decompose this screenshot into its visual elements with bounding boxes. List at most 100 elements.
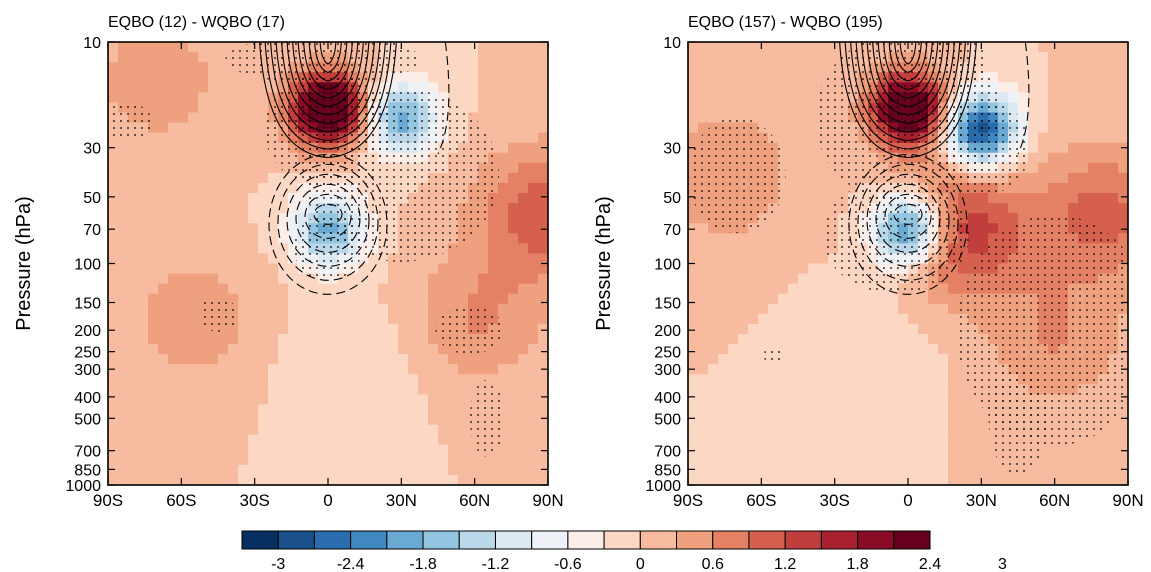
heat-cell: [298, 193, 309, 204]
heat-cell: [118, 344, 129, 355]
heat-cell: [878, 313, 889, 325]
heat-cell: [478, 72, 489, 83]
heat-cell: [818, 172, 829, 184]
heat-cell: [108, 223, 119, 234]
heat-cell: [728, 374, 739, 385]
heat-cell: [288, 424, 299, 436]
heat-cell: [708, 102, 719, 114]
heat-cell: [138, 233, 149, 244]
heat-cell: [358, 394, 369, 406]
heat-cell: [918, 344, 929, 355]
heat-cell: [1098, 72, 1109, 83]
heat-cell: [338, 444, 349, 456]
heat-cell: [248, 223, 259, 234]
heat-cell: [778, 193, 789, 204]
heat-cell: [908, 303, 919, 315]
heat-cell: [328, 283, 339, 295]
heat-cell: [378, 464, 389, 476]
heat-cell: [698, 444, 709, 456]
heat-cell: [458, 82, 469, 93]
heat-cell: [168, 142, 179, 154]
heat-cell: [228, 82, 239, 93]
heat-cell: [738, 414, 749, 426]
heat-cell: [858, 454, 869, 466]
heat-cell: [938, 404, 949, 416]
contour-solid: [850, 42, 966, 142]
heat-cell: [538, 394, 548, 406]
heat-cell: [1078, 213, 1089, 224]
heat-cell: [688, 454, 699, 466]
heat-cell: [128, 223, 139, 234]
heat-cell: [438, 374, 449, 385]
heat-cell: [798, 424, 809, 436]
heat-cell: [138, 273, 149, 285]
heat-cell: [478, 464, 489, 476]
heat-cell: [238, 253, 249, 265]
heat-cell: [328, 474, 339, 485]
heat-cell: [748, 434, 759, 446]
heat-cell: [248, 132, 259, 144]
heat-cell: [518, 122, 529, 134]
heat-cell: [168, 162, 179, 174]
heat-cell: [758, 464, 769, 476]
heat-cell: [128, 414, 139, 426]
heat-cell: [1118, 464, 1128, 476]
heat-cell: [728, 283, 739, 295]
contour-solid: [844, 42, 972, 150]
heat-cell: [108, 474, 119, 485]
heat-cell: [798, 72, 809, 83]
heat-cell: [818, 263, 829, 275]
heat-cell: [108, 233, 119, 244]
heat-cell: [288, 333, 299, 345]
heat-cell: [1108, 62, 1119, 73]
heat-cell: [188, 434, 199, 446]
heat-cell: [1088, 92, 1099, 104]
heat-cell: [1028, 52, 1039, 63]
heat-cell: [228, 213, 239, 224]
heat-cell: [768, 233, 779, 244]
heat-cell: [128, 283, 139, 295]
heat-cell: [458, 243, 469, 255]
heat-cell: [278, 273, 289, 285]
heat-cell: [438, 42, 449, 53]
heat-cell: [778, 213, 789, 224]
heat-cell: [328, 424, 339, 436]
heat-cell: [138, 414, 149, 426]
heat-cell: [938, 384, 949, 395]
heat-cell: [108, 82, 119, 93]
heat-cell: [298, 182, 309, 194]
heat-cell: [688, 323, 699, 335]
heat-cell: [168, 344, 179, 355]
heat-cell: [968, 203, 979, 214]
heat-cell: [118, 283, 129, 295]
heat-cell: [1108, 434, 1119, 446]
heat-cell: [158, 172, 169, 184]
heat-cell: [228, 444, 239, 456]
heat-cell: [768, 464, 779, 476]
heat-cell: [1048, 193, 1059, 204]
heat-cell: [758, 344, 769, 355]
heat-cell: [288, 213, 299, 224]
contour-dashed: [304, 193, 352, 239]
heat-cell: [448, 283, 459, 295]
heat-cell: [428, 313, 439, 325]
heat-cell: [258, 223, 269, 234]
heat-cell: [728, 293, 739, 305]
heat-cell: [698, 384, 709, 395]
heat-cell: [868, 313, 879, 325]
heat-cell: [878, 434, 889, 446]
heat-cell: [798, 253, 809, 265]
heat-cell: [198, 283, 209, 295]
heat-cell: [768, 122, 779, 134]
heat-cell: [178, 132, 189, 144]
heat-cell: [848, 283, 859, 295]
heat-cell: [168, 354, 179, 365]
heat-cell: [488, 454, 499, 466]
heat-cell: [178, 394, 189, 406]
heat-cell: [888, 404, 899, 416]
heat-cell: [418, 313, 429, 325]
heat-cell: [258, 152, 269, 164]
heat-cell: [148, 253, 159, 265]
heat-cell: [138, 434, 149, 446]
heat-cell: [218, 434, 229, 446]
